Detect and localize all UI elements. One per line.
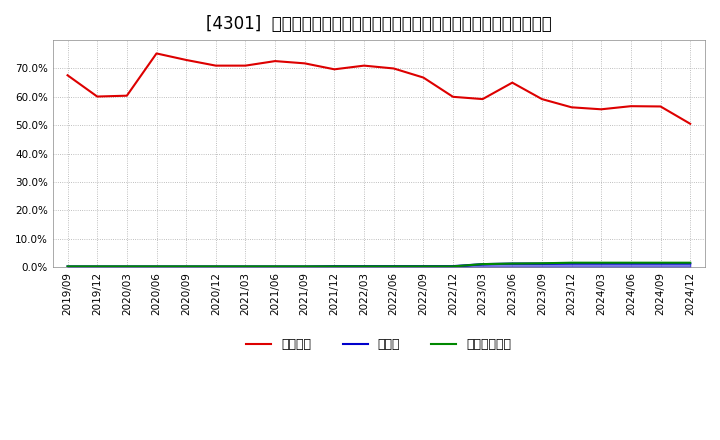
のれん bbox=[478, 261, 487, 267]
繰延税金資産 bbox=[419, 264, 428, 269]
のれん bbox=[656, 260, 665, 266]
繰延税金資産 bbox=[508, 261, 517, 266]
Legend: 自己資本, のれん, 繰延税金資産: 自己資本, のれん, 繰延税金資産 bbox=[241, 333, 516, 356]
自己資本 bbox=[63, 73, 72, 78]
繰延税金資産 bbox=[360, 264, 369, 269]
自己資本 bbox=[300, 61, 309, 66]
のれん bbox=[271, 264, 279, 269]
自己資本 bbox=[330, 67, 338, 72]
のれん bbox=[449, 264, 457, 269]
のれん bbox=[300, 264, 309, 269]
繰延税金資産 bbox=[152, 264, 161, 269]
自己資本 bbox=[241, 63, 250, 68]
自己資本 bbox=[182, 57, 191, 62]
自己資本 bbox=[597, 106, 606, 112]
のれん bbox=[567, 260, 576, 266]
繰延税金資産 bbox=[597, 260, 606, 265]
自己資本 bbox=[478, 96, 487, 102]
繰延税金資産 bbox=[449, 264, 457, 269]
繰延税金資産 bbox=[626, 260, 635, 265]
繰延税金資産 bbox=[330, 264, 338, 269]
繰延税金資産 bbox=[656, 260, 665, 265]
のれん bbox=[63, 264, 72, 269]
自己資本 bbox=[152, 51, 161, 56]
繰延税金資産 bbox=[271, 264, 279, 269]
自己資本 bbox=[449, 94, 457, 99]
のれん bbox=[360, 264, 369, 269]
繰延税金資産 bbox=[241, 264, 250, 269]
繰延税金資産 bbox=[63, 264, 72, 269]
のれん bbox=[538, 261, 546, 266]
繰延税金資産 bbox=[567, 260, 576, 265]
のれん bbox=[508, 261, 517, 266]
自己資本 bbox=[567, 105, 576, 110]
繰延税金資産 bbox=[122, 264, 131, 269]
繰延税金資産 bbox=[390, 264, 398, 269]
のれん bbox=[93, 264, 102, 269]
自己資本 bbox=[686, 121, 695, 126]
自己資本 bbox=[122, 93, 131, 98]
自己資本 bbox=[508, 80, 517, 85]
自己資本 bbox=[390, 66, 398, 71]
のれん bbox=[597, 260, 606, 266]
繰延税金資産 bbox=[478, 261, 487, 267]
繰延税金資産 bbox=[212, 264, 220, 269]
繰延税金資産 bbox=[538, 260, 546, 266]
Title: [4301]  自己資本、のれん、繰延税金資産の総資産に対する比率の推移: [4301] 自己資本、のれん、繰延税金資産の総資産に対する比率の推移 bbox=[206, 15, 552, 33]
のれん bbox=[122, 264, 131, 269]
繰延税金資産 bbox=[93, 264, 102, 269]
Line: のれん: のれん bbox=[68, 263, 690, 266]
自己資本 bbox=[656, 104, 665, 109]
のれん bbox=[390, 264, 398, 269]
自己資本 bbox=[538, 96, 546, 102]
Line: 自己資本: 自己資本 bbox=[68, 53, 690, 124]
自己資本 bbox=[212, 63, 220, 68]
のれん bbox=[212, 264, 220, 269]
自己資本 bbox=[360, 63, 369, 68]
のれん bbox=[626, 260, 635, 266]
Line: 繰延税金資産: 繰延税金資産 bbox=[68, 263, 690, 266]
のれん bbox=[330, 264, 338, 269]
のれん bbox=[152, 264, 161, 269]
自己資本 bbox=[271, 59, 279, 64]
のれん bbox=[241, 264, 250, 269]
のれん bbox=[686, 260, 695, 266]
自己資本 bbox=[626, 103, 635, 109]
のれん bbox=[419, 264, 428, 269]
自己資本 bbox=[419, 75, 428, 80]
のれん bbox=[182, 264, 191, 269]
繰延税金資産 bbox=[300, 264, 309, 269]
自己資本 bbox=[93, 94, 102, 99]
繰延税金資産 bbox=[182, 264, 191, 269]
繰延税金資産 bbox=[686, 260, 695, 265]
